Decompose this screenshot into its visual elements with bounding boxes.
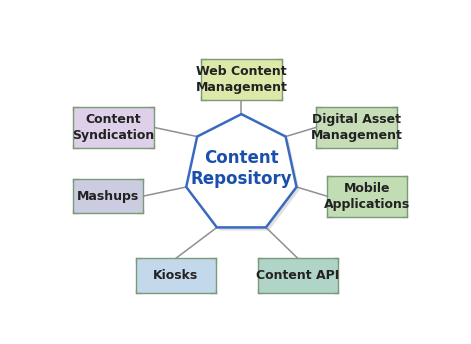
FancyBboxPatch shape bbox=[316, 107, 397, 148]
Text: Digital Asset
Management: Digital Asset Management bbox=[310, 113, 402, 142]
FancyBboxPatch shape bbox=[327, 176, 407, 217]
FancyBboxPatch shape bbox=[73, 107, 154, 148]
Text: Mobile
Applications: Mobile Applications bbox=[324, 182, 410, 211]
Text: Mashups: Mashups bbox=[77, 190, 139, 203]
Polygon shape bbox=[186, 114, 297, 227]
Text: Web Content
Management: Web Content Management bbox=[195, 65, 287, 94]
Polygon shape bbox=[189, 117, 300, 230]
Text: Kiosks: Kiosks bbox=[153, 269, 198, 282]
Text: Content
Repository: Content Repository bbox=[191, 149, 292, 188]
FancyBboxPatch shape bbox=[258, 258, 338, 293]
FancyBboxPatch shape bbox=[136, 258, 216, 293]
Text: Content
Syndication: Content Syndication bbox=[73, 113, 155, 142]
Text: Content API: Content API bbox=[256, 269, 340, 282]
FancyBboxPatch shape bbox=[73, 179, 143, 213]
FancyBboxPatch shape bbox=[201, 59, 282, 100]
